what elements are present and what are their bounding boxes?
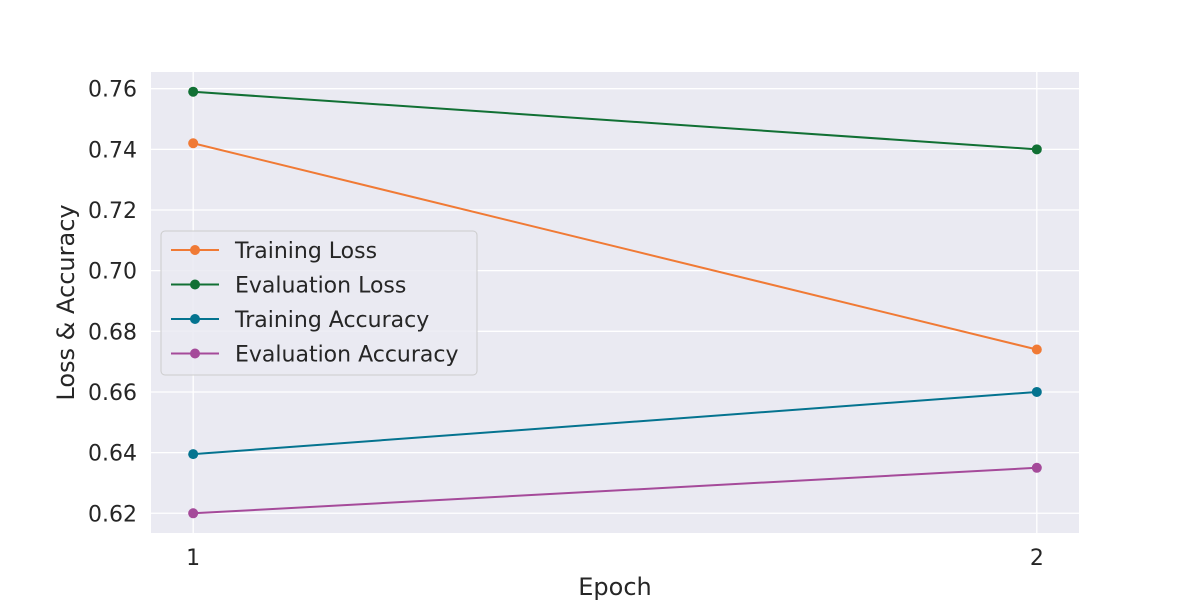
y-tick-label: 0.74	[88, 138, 137, 163]
series-evaluation-accuracy	[188, 462, 1042, 519]
y-tick-label: 0.70	[88, 260, 137, 285]
series-line	[193, 390, 1037, 456]
data-point	[188, 449, 199, 460]
grid	[151, 72, 1079, 533]
legend-marker	[190, 348, 200, 359]
legend-item: Training Accuracy	[171, 308, 429, 333]
tick-labels: 0.62 0.64 0.66 0.68 0.70 0.72 0.74 0.76 1 2	[88, 78, 1044, 571]
legend: Training Loss Evaluation Loss Training Acc…	[160, 230, 478, 376]
y-tick-label: 0.76	[88, 78, 137, 103]
y-tick-label: 0.72	[88, 199, 137, 224]
series-line	[192, 142, 1038, 351]
series-layer	[188, 86, 1042, 519]
data-point	[188, 138, 199, 149]
legend-label: Evaluation Loss	[235, 274, 406, 299]
x-tick-label: 1	[186, 546, 200, 571]
legend-label: Training Loss	[234, 239, 377, 264]
legend-box	[160, 230, 478, 376]
x-tick-label: 2	[1030, 546, 1044, 571]
data-point	[1031, 386, 1042, 397]
series-training-loss	[188, 138, 1042, 355]
data-point	[1031, 344, 1042, 355]
x-axis-label: Epoch	[578, 573, 652, 600]
y-tick-label: 0.68	[88, 320, 137, 345]
legend-marker	[190, 279, 200, 290]
y-tick-label: 0.66	[88, 381, 137, 406]
data-point	[188, 508, 199, 519]
legend-marker	[190, 314, 200, 324]
series-line	[193, 466, 1037, 515]
y-tick-label: 0.64	[88, 442, 137, 467]
legend-marker	[190, 245, 200, 255]
series-evaluation-loss	[188, 86, 1042, 155]
series-training-accuracy	[188, 386, 1042, 460]
legend-label: Training Accuracy	[234, 308, 429, 333]
data-point	[188, 86, 199, 97]
legend-item: Training Loss	[171, 239, 377, 264]
y-tick-label: 0.62	[88, 502, 137, 527]
legend-label: Evaluation Accuracy	[235, 343, 459, 368]
series-line	[193, 90, 1037, 151]
data-point	[1031, 144, 1042, 155]
data-point	[1031, 462, 1042, 473]
legend-item: Evaluation Accuracy	[171, 343, 459, 368]
legend-item: Evaluation Loss	[171, 274, 406, 299]
y-axis-label: Loss & Accuracy	[52, 204, 80, 400]
